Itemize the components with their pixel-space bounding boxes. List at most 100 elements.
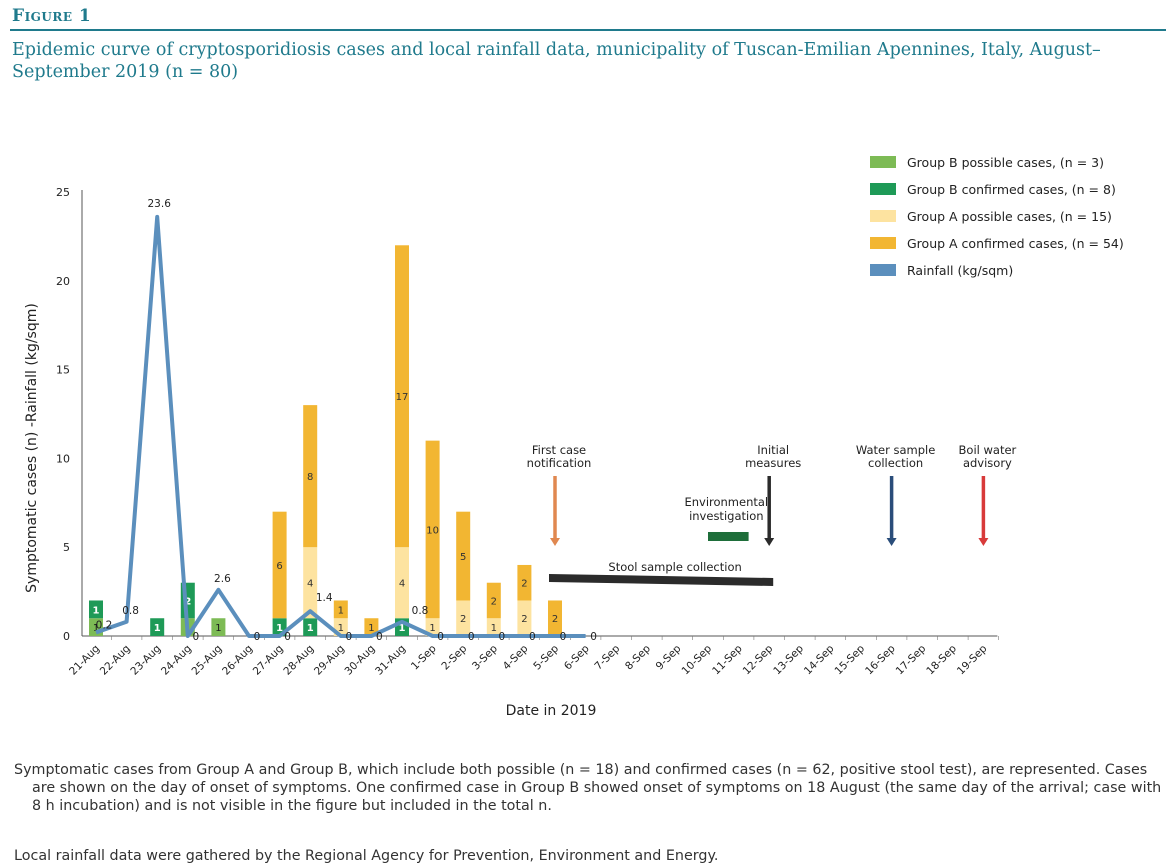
- bar-value-label: 8: [307, 472, 313, 483]
- bar-segment: [486, 618, 501, 636]
- y-tick-label: 5: [63, 541, 70, 554]
- bar-value-label: 1: [338, 605, 344, 616]
- bar-value-label: 2: [460, 614, 466, 625]
- y-tick-label: 10: [56, 452, 70, 465]
- bar-value-label: 1: [399, 623, 406, 634]
- x-tick-label: 1-Sep: [409, 642, 439, 672]
- x-tick-label: 29-Aug: [312, 643, 347, 678]
- annotation-arrow-head: [978, 538, 989, 546]
- rainfall-value-label: 0: [498, 631, 505, 643]
- y-tick-label: 0: [63, 630, 70, 643]
- x-axis-title: Date in 2019: [506, 703, 597, 719]
- figure-caption-note: Symptomatic cases from Group A and Group…: [14, 761, 1164, 815]
- bar-segment: [364, 618, 379, 636]
- bar-value-label: 1: [93, 605, 100, 616]
- annotation-label: notification: [527, 456, 592, 470]
- x-tick-label: 10-Sep: [680, 642, 715, 677]
- bar-segment: [303, 618, 318, 636]
- rainfall-value-label: 0: [284, 631, 291, 643]
- bar-segment: [456, 600, 471, 636]
- x-tick-label: 2-Sep: [439, 642, 469, 672]
- bar-value-label: 6: [276, 561, 282, 572]
- span-label: Stool sample collection: [608, 560, 741, 574]
- annotation-label: Initial: [757, 443, 789, 457]
- annotation-arrow-head: [886, 538, 897, 546]
- bar-value-label: 2: [521, 579, 527, 590]
- bar-segment: [486, 582, 501, 619]
- x-tick-label: 12-Sep: [741, 642, 776, 677]
- y-axis-title: Symptomatic cases (n) -Rainfall (kg/sqm): [24, 303, 40, 593]
- annotation-arrow-head: [764, 538, 775, 546]
- bar-value-label: 1: [368, 623, 374, 634]
- x-tick-label: 19-Sep: [955, 642, 990, 677]
- x-tick-label: 16-Sep: [863, 642, 898, 677]
- x-tick-label: 31-Aug: [373, 643, 408, 678]
- rainfall-value-label: 0: [437, 631, 444, 643]
- legend-swatch: [870, 237, 896, 249]
- annotation-label: collection: [868, 456, 923, 470]
- bar-segment: [333, 600, 348, 619]
- caption-text: Local rainfall data were gathered by the…: [14, 848, 719, 864]
- bar-segment: [548, 600, 562, 636]
- bar-value-label: 1: [93, 623, 99, 634]
- stool-sample-span-bar: [549, 574, 774, 586]
- figure-label: Figure 1: [12, 6, 92, 26]
- x-tick-label: 21-Aug: [67, 643, 102, 678]
- rainfall-value-label: 0.8: [412, 605, 429, 617]
- rainfall-value-label: 0: [192, 631, 199, 643]
- annotation-arrow-head: [550, 538, 560, 546]
- bar-value-label: 1: [338, 623, 344, 634]
- x-tick-label: 13-Sep: [771, 642, 806, 677]
- legend-label: Group A confirmed cases, (n = 54): [907, 236, 1124, 251]
- span-label: Environmental: [684, 495, 768, 509]
- bar-segment: [425, 440, 440, 619]
- rainfall-value-label: 0: [254, 631, 261, 643]
- bar-value-label: 4: [307, 579, 313, 590]
- bar-segment: [303, 547, 318, 619]
- annotation-label: advisory: [963, 456, 1012, 470]
- bar-value-label: 4: [399, 579, 405, 590]
- bar-segment: [517, 564, 532, 601]
- x-tick-label: 26-Aug: [220, 643, 255, 678]
- bar-segment: [395, 245, 409, 548]
- figure-title: Epidemic curve of cryptosporidiosis case…: [12, 40, 1101, 82]
- bar-value-label: 2: [521, 614, 527, 625]
- x-tick-label: 22-Aug: [98, 643, 133, 678]
- bar-value-label: 5: [460, 552, 466, 563]
- figure-rule: [10, 29, 1166, 31]
- x-tick-label: 5-Sep: [531, 642, 561, 672]
- annotation-label: First case: [532, 443, 586, 457]
- x-tick-label: 17-Sep: [894, 642, 929, 677]
- x-tick-label: 14-Sep: [802, 642, 837, 677]
- bar-segment: [425, 618, 440, 636]
- annotation-label: Boil water: [959, 443, 1017, 457]
- epidemic-curve-chart: 051015202521-Aug22-Aug23-Aug24-Aug25-Aug…: [24, 155, 1124, 719]
- bar-segment: [517, 600, 532, 636]
- rainfall-value-label: 23.6: [148, 198, 172, 210]
- annotation-label: measures: [745, 456, 801, 470]
- y-tick-label: 15: [56, 364, 70, 377]
- legend-swatch: [870, 156, 896, 168]
- rainfall-value-label: 1.4: [316, 592, 333, 604]
- bar-segment: [395, 547, 409, 619]
- bar-value-label: 2: [552, 614, 558, 625]
- bar-segment: [456, 511, 471, 601]
- bar-value-label: 17: [396, 392, 409, 403]
- rainfall-value-label: 0.2: [96, 619, 113, 631]
- bar-segment: [211, 618, 226, 636]
- rainfall-value-label: 0: [560, 631, 567, 643]
- x-tick-label: 6-Sep: [562, 642, 592, 672]
- legend-label: Group B possible cases, (n = 3): [907, 155, 1104, 170]
- y-tick-label: 20: [56, 275, 70, 288]
- figure-caption-source: Local rainfall data were gathered by the…: [14, 847, 1164, 865]
- rainfall-value-label: 0: [376, 631, 383, 643]
- bar-value-label: 2: [491, 596, 497, 607]
- x-tick-label: 11-Sep: [710, 642, 745, 677]
- x-tick-label: 27-Aug: [251, 643, 286, 678]
- annotation-label: Water sample: [856, 443, 935, 457]
- x-tick-label: 23-Aug: [128, 643, 163, 678]
- bar-value-label: 1: [154, 623, 161, 634]
- legend-swatch: [870, 183, 896, 195]
- rainfall-value-label: 2.6: [214, 573, 231, 585]
- x-tick-label: 7-Sep: [592, 642, 622, 672]
